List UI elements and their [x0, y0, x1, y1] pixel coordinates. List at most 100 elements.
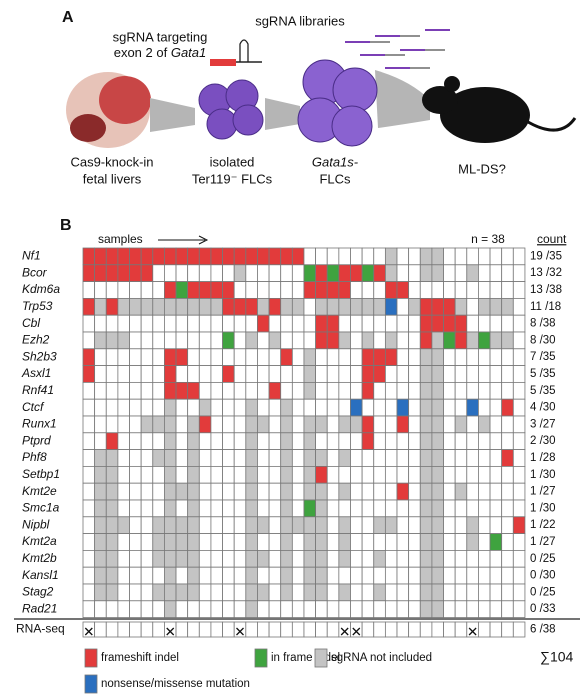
cell [326, 281, 340, 299]
cell [117, 281, 130, 299]
cell [396, 264, 410, 282]
cell [303, 516, 317, 534]
cell [350, 482, 363, 501]
cell [361, 281, 375, 299]
cell [489, 566, 503, 585]
gene-label: Cbl [22, 316, 40, 330]
cell [233, 348, 247, 366]
count-label: 13 /32 [530, 267, 562, 279]
cell [466, 516, 479, 534]
cell [105, 415, 119, 434]
cell [501, 348, 514, 366]
cell [82, 381, 96, 400]
cell [512, 533, 526, 551]
cell [326, 449, 340, 467]
rnaseq-mark [166, 627, 175, 636]
gene-label: Sh2b3 [22, 349, 57, 363]
n-label: n = 38 [471, 232, 505, 246]
cell [164, 583, 177, 602]
cell [129, 516, 142, 534]
cell [210, 465, 223, 484]
cell [419, 415, 433, 434]
cell [489, 365, 503, 383]
cell [140, 550, 154, 568]
cell [129, 247, 142, 266]
cell [396, 381, 410, 400]
count-label: 5 /35 [530, 385, 556, 397]
cell [291, 465, 305, 484]
cell [466, 398, 479, 417]
cell [94, 449, 107, 467]
cell [512, 449, 526, 467]
cell [175, 482, 189, 501]
cell [268, 482, 282, 501]
legend-label: sgRNA not included [331, 652, 432, 664]
cell [222, 600, 235, 618]
cell [187, 331, 200, 350]
rnaseq-mark [352, 627, 361, 636]
cell [303, 331, 317, 350]
cell [129, 331, 142, 350]
cell [94, 533, 107, 551]
cell [512, 415, 526, 434]
cell [478, 516, 491, 534]
cell [454, 465, 468, 484]
gene-label: Smc1a [22, 501, 60, 515]
cell [257, 499, 270, 518]
cell [501, 365, 514, 383]
cell [233, 449, 247, 467]
cell [443, 449, 456, 467]
cell [303, 297, 317, 316]
cell [257, 583, 270, 602]
cell [454, 600, 468, 618]
cell [94, 281, 107, 299]
cell [129, 583, 142, 602]
cell [245, 449, 258, 467]
cell [350, 331, 363, 350]
gene-label: Trp53 [22, 299, 53, 313]
cell [408, 499, 421, 518]
cell [326, 247, 340, 266]
cell [175, 533, 189, 551]
cell [245, 415, 258, 434]
cell [419, 566, 433, 585]
cell [233, 432, 247, 450]
cell [338, 449, 351, 467]
cell [129, 550, 142, 568]
cell [268, 465, 282, 484]
cell [291, 365, 305, 383]
cell [454, 381, 468, 400]
cell [187, 398, 200, 417]
cell [501, 583, 514, 602]
cell [268, 432, 282, 450]
cell [94, 516, 107, 534]
cell [350, 398, 363, 417]
cell [454, 449, 468, 467]
cell [361, 600, 375, 618]
cell [396, 449, 410, 467]
cell [315, 331, 328, 350]
legend-swatch [84, 648, 98, 668]
cell [396, 415, 410, 434]
cell [187, 247, 200, 266]
cell [396, 482, 410, 501]
cell [454, 583, 468, 602]
arrow [150, 98, 195, 132]
cell [233, 281, 247, 299]
cell [315, 314, 328, 333]
gene-label: Ezh2 [22, 333, 50, 347]
cell [315, 415, 328, 434]
cell [466, 365, 479, 383]
cell [164, 432, 177, 450]
cell [257, 600, 270, 618]
cell [373, 247, 386, 266]
cell [105, 449, 119, 467]
cell [350, 264, 363, 282]
cell [257, 314, 270, 333]
cell [303, 533, 317, 551]
rnaseq-cell [94, 621, 107, 638]
cell [94, 264, 107, 282]
cell [291, 281, 305, 299]
cell [384, 583, 398, 602]
cell [222, 297, 235, 316]
